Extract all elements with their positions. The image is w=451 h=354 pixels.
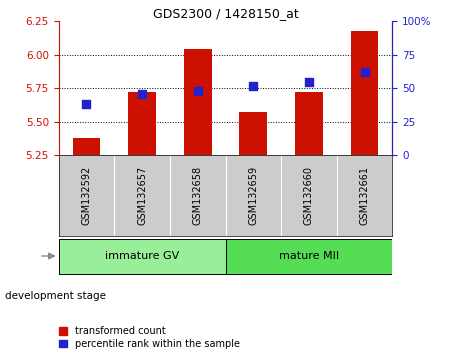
Bar [73,138,100,155]
Point [250,83,257,88]
Text: mature MII: mature MII [279,251,339,261]
Point [83,102,90,107]
Bar [128,92,156,155]
Bar [239,113,267,155]
Text: development stage: development stage [5,291,106,301]
FancyBboxPatch shape [226,239,392,274]
Text: GSM132657: GSM132657 [137,166,147,225]
Bar [295,92,323,155]
Bar [184,50,212,155]
Text: GSM132658: GSM132658 [193,166,202,225]
FancyBboxPatch shape [59,239,226,274]
Text: immature GV: immature GV [105,251,179,261]
Legend: transformed count, percentile rank within the sample: transformed count, percentile rank withi… [59,326,239,349]
Point [138,91,146,97]
Point [361,69,368,75]
Text: GSM132592: GSM132592 [82,166,92,225]
Text: GSM132660: GSM132660 [304,166,314,225]
Bar [351,31,378,155]
Point [305,79,313,85]
Title: GDS2300 / 1428150_at: GDS2300 / 1428150_at [152,7,299,20]
Text: GSM132659: GSM132659 [249,166,258,225]
Point [194,88,201,94]
Text: GSM132661: GSM132661 [359,166,369,225]
